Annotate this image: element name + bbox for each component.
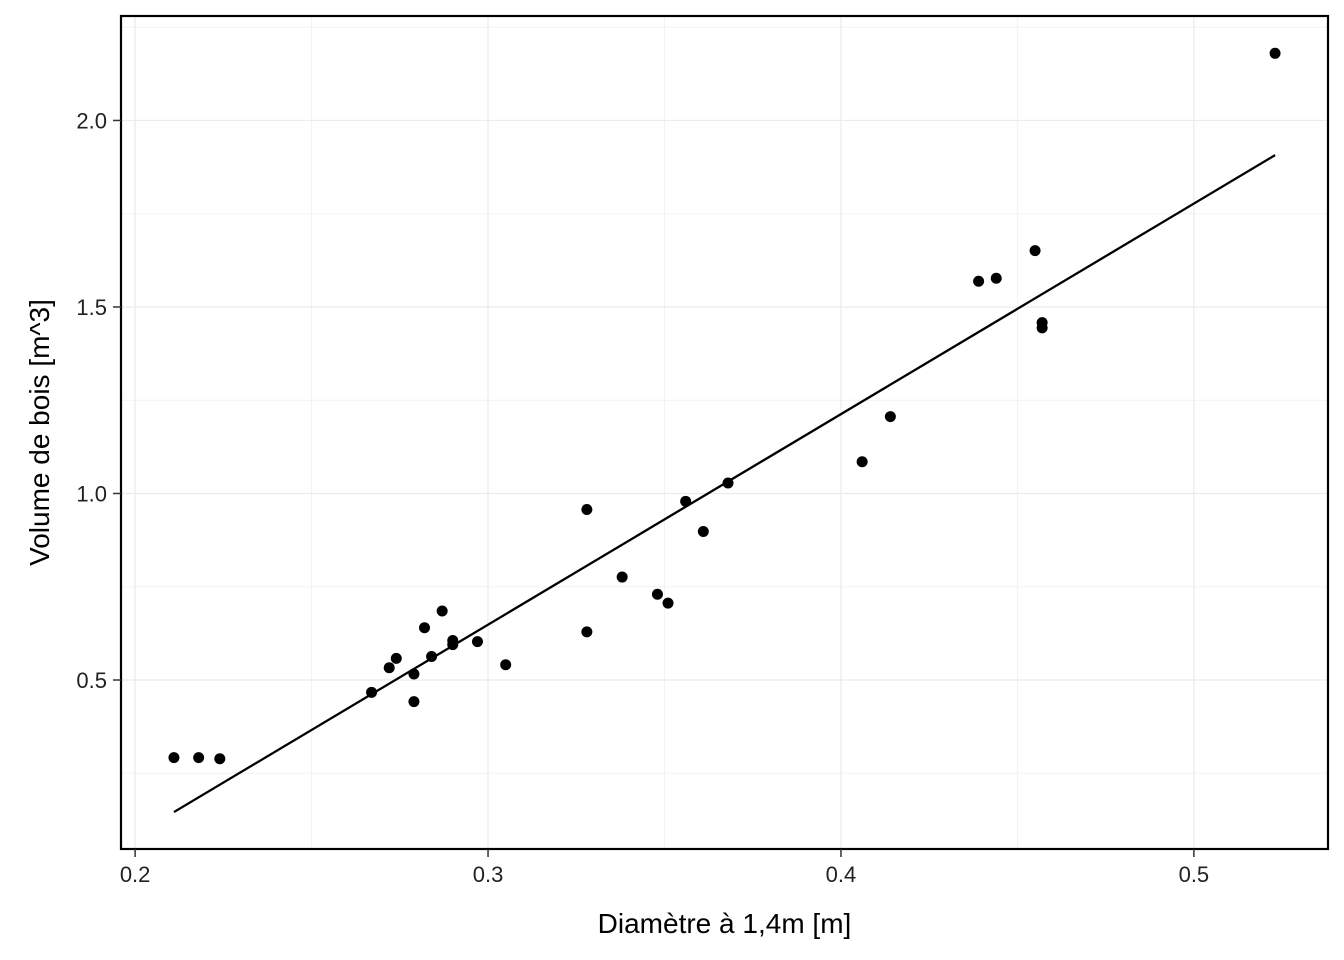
data-point (722, 477, 734, 489)
x-axis-title: Diamètre à 1,4m [m] (598, 908, 852, 939)
data-point (697, 526, 709, 538)
data-point (680, 495, 692, 507)
plot-panel-border (119, 14, 1330, 851)
data-point (1029, 245, 1041, 257)
data-point (447, 634, 459, 646)
data-point (383, 662, 395, 674)
data-point (168, 752, 180, 764)
data-point (581, 504, 593, 516)
y-tick-label: 1.0 (76, 481, 107, 506)
data-point (390, 652, 402, 664)
data-point (408, 668, 420, 680)
data-point (193, 752, 205, 764)
x-axis: 0.2 0.3 0.4 0.5 (120, 849, 1209, 887)
x-tick-label: 0.5 (1179, 862, 1210, 887)
data-point (884, 411, 896, 423)
y-axis: 0.5 1.0 1.5 2.0 (76, 108, 121, 693)
data-point (662, 597, 674, 609)
data-point (408, 696, 420, 708)
x-tick-label: 0.3 (473, 862, 504, 887)
major-gridlines (121, 16, 1328, 849)
data-point (214, 753, 226, 765)
y-tick-label: 2.0 (76, 108, 107, 133)
y-tick-label: 0.5 (76, 668, 107, 693)
x-tick-label: 0.4 (826, 862, 857, 887)
data-point (500, 659, 512, 671)
data-point (616, 571, 628, 583)
data-point (1036, 322, 1048, 334)
data-point (419, 622, 431, 634)
data-point (366, 686, 378, 698)
data-point (471, 636, 483, 648)
data-point (426, 651, 438, 663)
x-tick-label: 0.2 (120, 862, 151, 887)
data-point (973, 275, 985, 287)
data-point (990, 272, 1002, 284)
y-axis-title: Volume de bois [m^3] (24, 299, 55, 566)
data-point (581, 626, 593, 638)
data-points (168, 47, 1281, 765)
minor-gridlines (121, 16, 1328, 849)
data-point (436, 605, 448, 617)
data-point (856, 456, 868, 468)
y-tick-label: 1.5 (76, 295, 107, 320)
data-point (651, 588, 663, 600)
data-point (1269, 47, 1281, 59)
